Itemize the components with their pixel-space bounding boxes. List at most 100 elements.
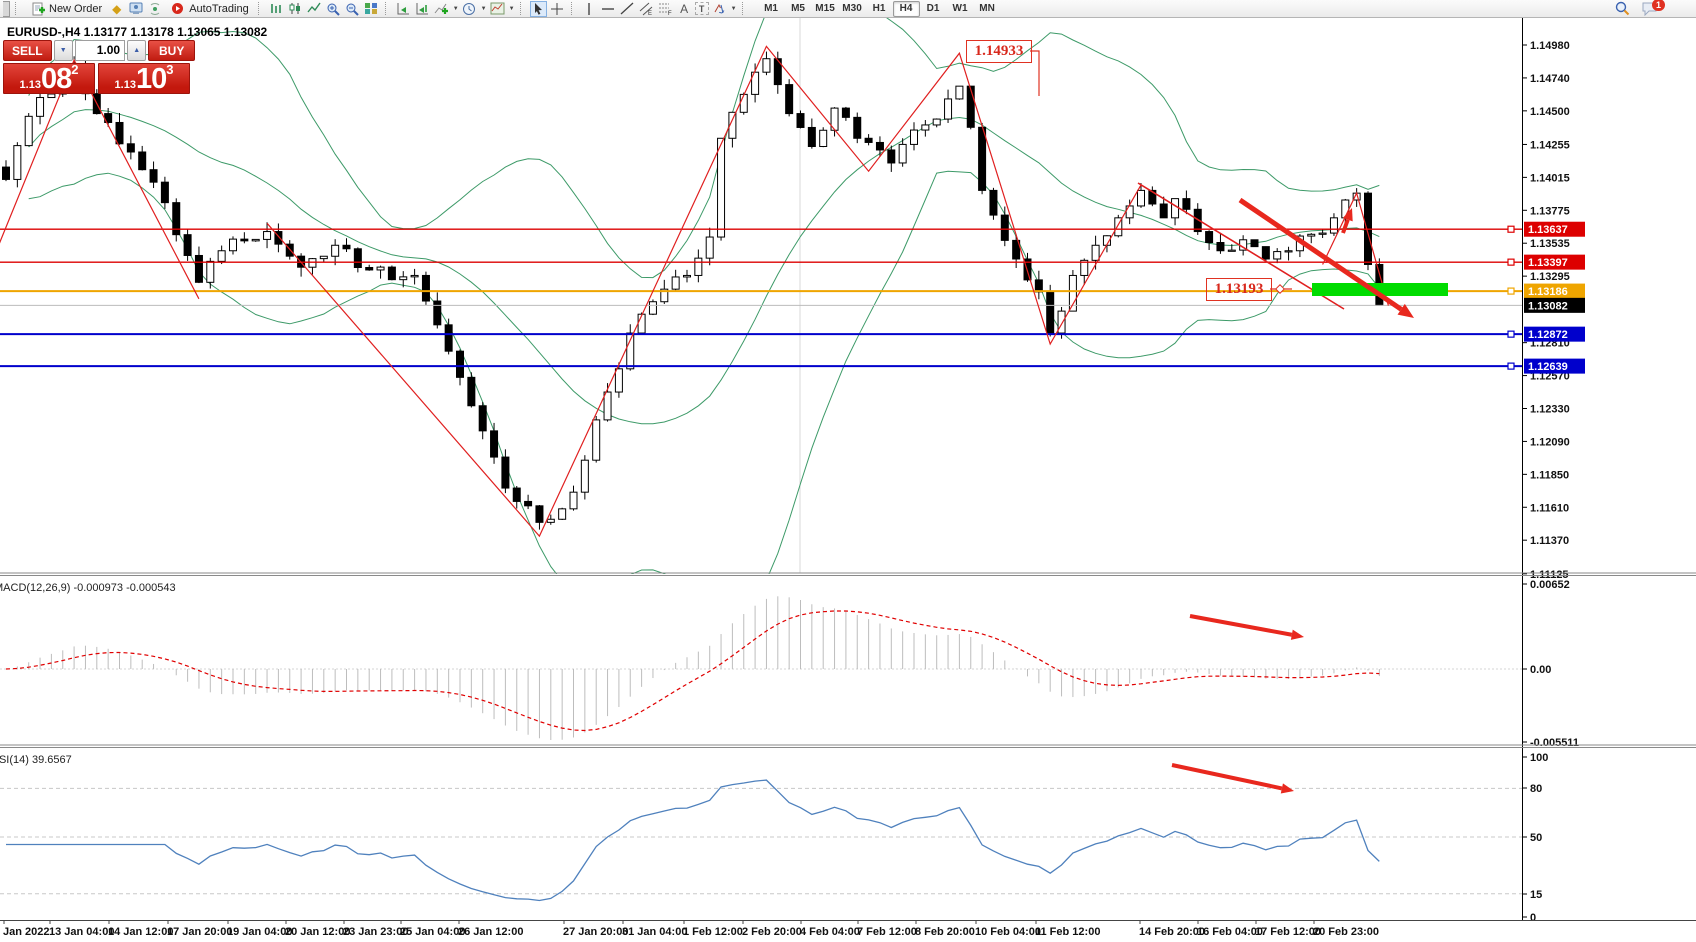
sell-price-tile[interactable]: 1.13 08 2 (3, 62, 95, 94)
gold-icon[interactable]: ◆ (112, 1, 122, 16)
volume-decrease-button[interactable]: ▼ (53, 40, 73, 61)
indicators-icon[interactable] (433, 1, 450, 17)
svg-text:11 Feb 12:00: 11 Feb 12:00 (1035, 926, 1100, 938)
one-click-trading-widget: SELL ▼ 1.00 ▲ BUY 1.13 08 2 1.13 10 3 (3, 40, 196, 95)
svg-text:20 Feb 23:00: 20 Feb 23:00 (1313, 926, 1379, 938)
timeframe-mn[interactable]: MN (974, 1, 1001, 17)
toolbar-separator (741, 2, 747, 15)
timeframe-d1[interactable]: D1 (920, 1, 947, 17)
channel-tool-icon[interactable]: E (638, 1, 655, 17)
new-order-button[interactable]: New Order (25, 1, 106, 17)
svg-text:17 Feb 12:00: 17 Feb 12:00 (1255, 926, 1321, 938)
buy-price-big: 10 (135, 63, 167, 95)
svg-text:F: F (668, 11, 672, 16)
timeframe-m1[interactable]: M1 (758, 1, 785, 17)
svg-text:16 Feb 04:00: 16 Feb 04:00 (1197, 926, 1263, 938)
rsi-label: RSI(14) 39.6567 (0, 754, 72, 766)
price-annotation-level[interactable]: 1.13193 (1206, 278, 1272, 301)
vertical-line-tool-icon[interactable] (581, 1, 598, 17)
bar-chart-mode-icon[interactable] (268, 1, 285, 17)
volume-increase-button[interactable]: ▲ (127, 40, 147, 61)
trendline-tool-icon[interactable] (619, 1, 636, 17)
timeframe-w1[interactable]: W1 (947, 1, 974, 17)
svg-text:1.14015: 1.14015 (1530, 172, 1570, 184)
svg-text:1.13295: 1.13295 (1530, 271, 1570, 283)
fibonacci-tool-icon[interactable]: F (657, 1, 674, 17)
svg-text:23 Jan 23:00: 23 Jan 23:00 (343, 926, 408, 938)
arrows-tool-icon[interactable] (711, 1, 728, 17)
search-icon[interactable] (1614, 1, 1631, 17)
toolbar-separator (384, 2, 390, 15)
svg-text:17 Jan 20:00: 17 Jan 20:00 (167, 926, 232, 938)
sell-button[interactable]: SELL (3, 40, 52, 61)
svg-text:1.11610: 1.11610 (1530, 502, 1569, 514)
new-order-label: New Order (49, 2, 103, 15)
clipped-left-icon (3, 0, 10, 17)
timeframe-m30[interactable]: M30 (839, 1, 866, 17)
svg-text:100: 100 (1530, 752, 1548, 764)
sell-price-small: 1.13 (19, 79, 41, 91)
highlight-zone (1312, 283, 1448, 296)
indicators-caret[interactable]: ▼ (452, 5, 459, 12)
rsi-line (6, 779, 1380, 902)
svg-text:1.12330: 1.12330 (1530, 404, 1570, 416)
svg-text:31 Jan 04:00: 31 Jan 04:00 (622, 926, 687, 938)
periods-caret[interactable]: ▼ (480, 5, 487, 12)
zoom-out-icon[interactable] (344, 1, 361, 17)
candlestick-mode-icon[interactable] (287, 1, 304, 17)
svg-text:0.00: 0.00 (1530, 664, 1551, 676)
svg-text:0.00652: 0.00652 (1530, 579, 1570, 591)
svg-text:1.11370: 1.11370 (1530, 535, 1569, 547)
text-tool-icon[interactable]: A (680, 1, 689, 16)
timeframe-m5[interactable]: M5 (785, 1, 812, 17)
macd-panel (0, 596, 1522, 740)
svg-text:25 Jan 04:00: 25 Jan 04:00 (400, 926, 465, 938)
svg-text:1.14500: 1.14500 (1530, 106, 1570, 118)
level-lines (0, 228, 1522, 368)
notifications-button[interactable]: 1 (1641, 0, 1665, 17)
new-order-icon (29, 1, 46, 17)
arrows-caret[interactable]: ▼ (730, 5, 737, 12)
autotrading-button[interactable]: AutoTrading (165, 1, 253, 17)
sell-price-sup: 2 (71, 62, 79, 77)
svg-text:1.11850: 1.11850 (1530, 469, 1569, 481)
buy-price-tile[interactable]: 1.13 10 3 (98, 62, 190, 95)
templates-caret[interactable]: ▼ (508, 5, 515, 12)
terminal-icon[interactable] (127, 1, 144, 17)
notification-badge: 1 (1651, 0, 1665, 11)
crosshair-tool-icon[interactable] (549, 1, 566, 17)
svg-text:14 Jan 12:00: 14 Jan 12:00 (108, 926, 173, 938)
svg-text:8 Feb 20:00: 8 Feb 20:00 (915, 926, 975, 938)
cursor-tool-icon[interactable] (529, 0, 547, 17)
buy-price-sup: 3 (166, 62, 174, 77)
svg-text:20 Jan 12:00: 20 Jan 12:00 (285, 926, 350, 938)
price-annotation-high[interactable]: 1.14933 (966, 40, 1032, 63)
tile-windows-icon[interactable] (363, 1, 380, 17)
templates-icon[interactable] (489, 1, 506, 17)
periods-clock-icon[interactable] (461, 1, 478, 17)
buy-button[interactable]: BUY (148, 40, 196, 61)
text-label-tool-icon[interactable]: T (694, 2, 709, 15)
line-chart-mode-icon[interactable] (306, 1, 323, 17)
svg-text:Jan 2022: Jan 2022 (3, 926, 49, 938)
rsi-panel (0, 763, 1522, 902)
auto-scroll-icon[interactable] (395, 1, 412, 17)
horizontal-line-tool-icon[interactable] (600, 1, 617, 17)
toolbar-separator (15, 2, 20, 15)
chart-shift-icon[interactable] (414, 1, 431, 17)
signal-icon[interactable] (146, 1, 163, 17)
timeframe-m15[interactable]: M15 (812, 1, 839, 17)
svg-text:1.14980: 1.14980 (1530, 40, 1570, 52)
svg-text:1.13082: 1.13082 (1528, 300, 1568, 312)
toolbar: New Order ◆ AutoTrading (0, 0, 1696, 18)
timeframe-h4[interactable]: H4 (892, 0, 920, 17)
volume-input[interactable]: 1.00 (74, 40, 126, 61)
svg-text:-0.005511: -0.005511 (1530, 737, 1579, 749)
svg-text:2 Feb 20:00: 2 Feb 20:00 (742, 926, 802, 938)
svg-text:1.14740: 1.14740 (1530, 73, 1570, 85)
timeframe-h1[interactable]: H1 (866, 1, 893, 17)
zoom-in-icon[interactable] (325, 1, 342, 17)
